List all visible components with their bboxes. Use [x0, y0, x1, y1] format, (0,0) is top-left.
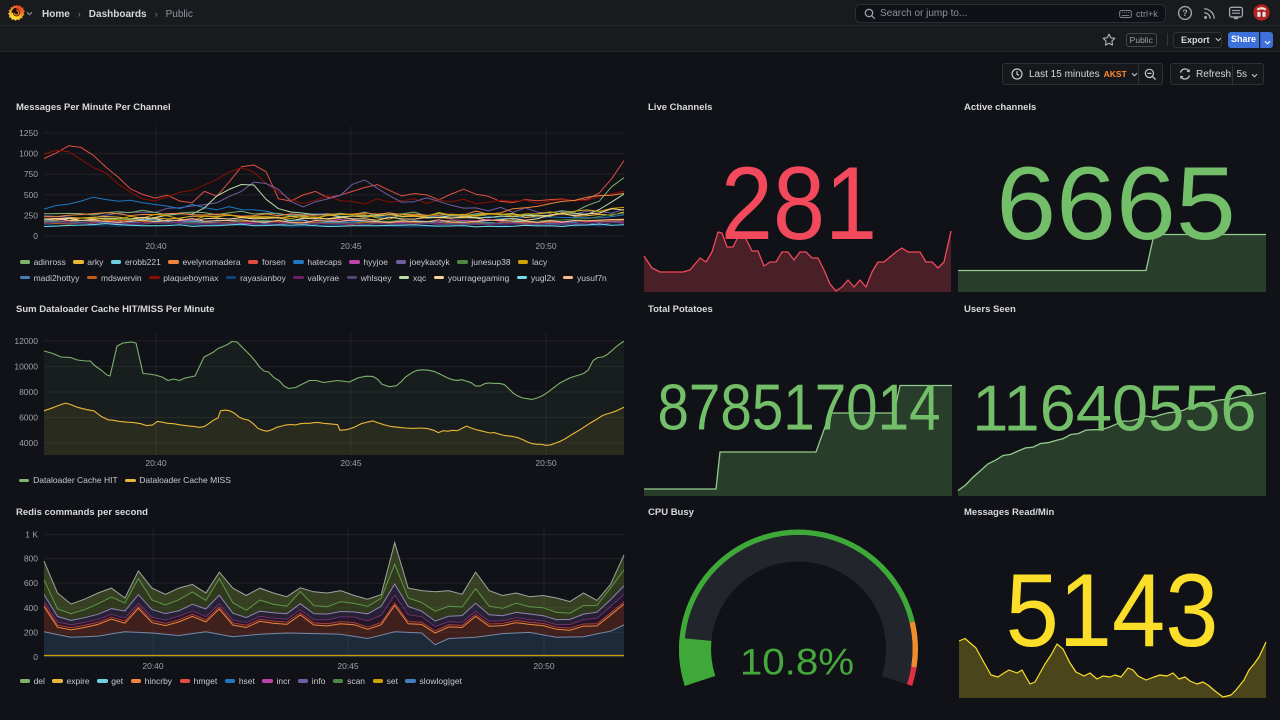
svg-text:20:50: 20:50	[535, 241, 557, 251]
svg-text:500: 500	[24, 190, 38, 200]
svg-text:20:50: 20:50	[533, 661, 555, 671]
svg-text:1000: 1000	[19, 149, 38, 159]
svg-text:20:40: 20:40	[142, 661, 164, 671]
svg-text:400: 400	[24, 603, 38, 613]
svg-text:4000: 4000	[19, 438, 38, 448]
svg-text:20:45: 20:45	[340, 458, 362, 468]
svg-text:1 K: 1 K	[25, 530, 38, 540]
svg-text:200: 200	[24, 627, 38, 637]
svg-text:600: 600	[24, 578, 38, 588]
svg-text:250: 250	[24, 210, 38, 220]
svg-text:1250: 1250	[19, 128, 38, 138]
svg-text:12000: 12000	[14, 336, 38, 346]
svg-text:20:40: 20:40	[145, 241, 167, 251]
svg-text:8000: 8000	[19, 387, 38, 397]
svg-text:20:50: 20:50	[535, 458, 557, 468]
svg-text:20:45: 20:45	[340, 241, 362, 251]
svg-text:750: 750	[24, 169, 38, 179]
svg-text:10000: 10000	[14, 362, 38, 372]
svg-text:6000: 6000	[19, 413, 38, 423]
svg-text:0: 0	[33, 231, 38, 241]
svg-text:20:45: 20:45	[337, 661, 359, 671]
svg-text:800: 800	[24, 554, 38, 564]
svg-text:20:40: 20:40	[145, 458, 167, 468]
svg-text:?: ?	[1182, 8, 1187, 18]
svg-text:0: 0	[33, 652, 38, 662]
